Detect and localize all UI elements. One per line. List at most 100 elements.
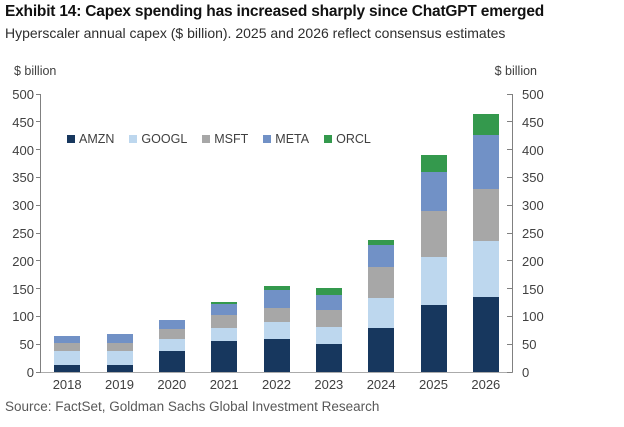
legend-label-googl: GOOGL xyxy=(141,132,188,146)
bar-segment-msft-2021 xyxy=(211,314,238,328)
y-axis-tick-right xyxy=(507,343,512,345)
bar-2018 xyxy=(54,335,81,372)
bar-segment-googl-2024 xyxy=(368,298,395,329)
bar-segment-msft-2024 xyxy=(368,267,395,299)
y-axis-unit-right: $ billion xyxy=(494,64,537,78)
legend-swatch-googl xyxy=(129,135,138,143)
bar-segment-meta-2021 xyxy=(211,303,238,315)
bar-2024 xyxy=(368,239,395,372)
x-axis-label-2026: 2026 xyxy=(471,377,501,392)
bar-segment-msft-2020 xyxy=(158,328,185,339)
y-axis-label-right: 150 xyxy=(522,281,544,297)
bar-2021 xyxy=(211,301,238,372)
bar-segment-googl-2019 xyxy=(106,350,133,365)
x-axis-label-2019: 2019 xyxy=(105,377,134,392)
bar-segment-msft-2025 xyxy=(420,210,447,258)
y-axis-label-right: 400 xyxy=(522,142,544,158)
y-axis-label-left: 450 xyxy=(12,114,34,130)
bar-segment-amzn-2026 xyxy=(472,296,499,372)
y-axis-label-left: 100 xyxy=(12,309,34,325)
bar-segment-msft-2022 xyxy=(263,307,290,322)
y-axis-label-right: 300 xyxy=(522,198,544,214)
y-axis-label-right: 500 xyxy=(522,87,544,102)
bar-segment-googl-2026 xyxy=(472,241,499,297)
y-axis-tick-right xyxy=(507,176,512,178)
bar-segment-orcl-2022 xyxy=(263,286,290,291)
y-axis-tick-left xyxy=(36,232,41,234)
bar-segment-orcl-2021 xyxy=(211,301,238,304)
bar-segment-meta-2025 xyxy=(420,172,447,211)
bar-segment-orcl-2026 xyxy=(472,113,499,136)
x-axis-label-2023: 2023 xyxy=(314,377,344,392)
bar-segment-amzn-2025 xyxy=(420,305,447,372)
y-axis-label-left: 200 xyxy=(12,253,34,269)
legend-label-amzn: AMZN xyxy=(79,132,115,146)
bar-segment-meta-2020 xyxy=(158,320,185,329)
y-axis-tick-left xyxy=(36,93,41,95)
y-axis-label-left: 250 xyxy=(12,226,34,241)
y-axis-unit-left: $ billion xyxy=(14,64,57,78)
bar-segment-amzn-2024 xyxy=(368,328,395,372)
legend-item-amzn: AMZN xyxy=(67,132,114,146)
y-axis-label-left: 50 xyxy=(19,337,34,353)
legend: AMZN GOOGL MSFT META ORCL xyxy=(67,132,371,146)
plot-area: AMZN GOOGL MSFT META ORCL 0 0 50 50 100 100 150 150… xyxy=(12,87,543,392)
y-axis-tick-right xyxy=(507,204,512,206)
x-axis-label-2018: 2018 xyxy=(52,377,82,392)
chart-title: Exhibit 14: Capex spending has increased… xyxy=(5,3,545,20)
bar-segment-amzn-2022 xyxy=(263,339,290,372)
bar-segment-amzn-2018 xyxy=(54,365,81,372)
y-axis-tick-right xyxy=(507,121,512,123)
y-axis-label-left: 500 xyxy=(12,87,34,102)
bar-2022 xyxy=(263,286,290,372)
legend-item-meta: META xyxy=(263,132,309,146)
bar-segment-orcl-2023 xyxy=(315,288,342,295)
y-axis-tick-left xyxy=(36,176,41,178)
bar-segment-googl-2021 xyxy=(211,327,238,341)
y-axis-label-left: 150 xyxy=(12,281,34,297)
x-axis-label-2025: 2025 xyxy=(419,377,448,392)
y-axis-tick-left xyxy=(36,149,41,151)
bar-segment-googl-2018 xyxy=(54,350,81,366)
bar-segment-amzn-2021 xyxy=(211,340,238,372)
legend-item-orcl: ORCL xyxy=(324,132,371,146)
bar-2025 xyxy=(420,154,447,372)
x-axis-label-2021: 2021 xyxy=(209,377,239,392)
bar-segment-amzn-2023 xyxy=(315,344,342,372)
chart-subtitle: Hyperscaler annual capex ($ billion). 20… xyxy=(5,25,506,41)
legend-item-msft: MSFT xyxy=(202,132,248,146)
bar-segment-meta-2024 xyxy=(368,245,395,268)
bar-segment-msft-2019 xyxy=(106,342,133,351)
legend-item-googl: GOOGL xyxy=(129,132,187,146)
y-axis-label-left: 350 xyxy=(12,170,34,186)
legend-label-meta: META xyxy=(275,132,310,146)
bar-segment-msft-2023 xyxy=(315,310,342,327)
y-axis-tick-right xyxy=(507,260,512,262)
y-axis-label-right: 200 xyxy=(522,253,544,269)
bar-2019 xyxy=(106,333,133,372)
legend-label-msft: MSFT xyxy=(214,132,249,146)
legend-swatch-amzn xyxy=(67,135,75,143)
bar-2026 xyxy=(472,113,499,372)
bar-segment-meta-2019 xyxy=(106,333,133,343)
y-axis-tick-left xyxy=(36,315,41,317)
bar-segment-googl-2020 xyxy=(158,338,185,351)
y-axis-tick-right xyxy=(507,232,512,234)
bar-segment-amzn-2019 xyxy=(106,364,133,372)
y-axis-label-right: 100 xyxy=(522,309,544,325)
bar-segment-meta-2023 xyxy=(315,294,342,311)
x-axis-label-2020: 2020 xyxy=(157,377,187,392)
y-axis-label-right: 0 xyxy=(522,365,530,380)
legend-swatch-orcl xyxy=(324,135,333,143)
y-axis-tick-right xyxy=(507,149,512,151)
source-note: Source: FactSet, Goldman Sachs Global In… xyxy=(5,399,380,414)
y-axis-label-right: 250 xyxy=(522,226,544,241)
x-axis-label-2024: 2024 xyxy=(366,377,396,392)
y-axis-tick-right xyxy=(507,315,512,317)
y-axis-tick-right xyxy=(507,93,512,95)
bar-segment-orcl-2024 xyxy=(368,239,395,246)
bar-segment-meta-2022 xyxy=(263,290,290,308)
x-axis-label-2022: 2022 xyxy=(262,377,291,392)
y-axis-tick-right xyxy=(507,288,512,290)
